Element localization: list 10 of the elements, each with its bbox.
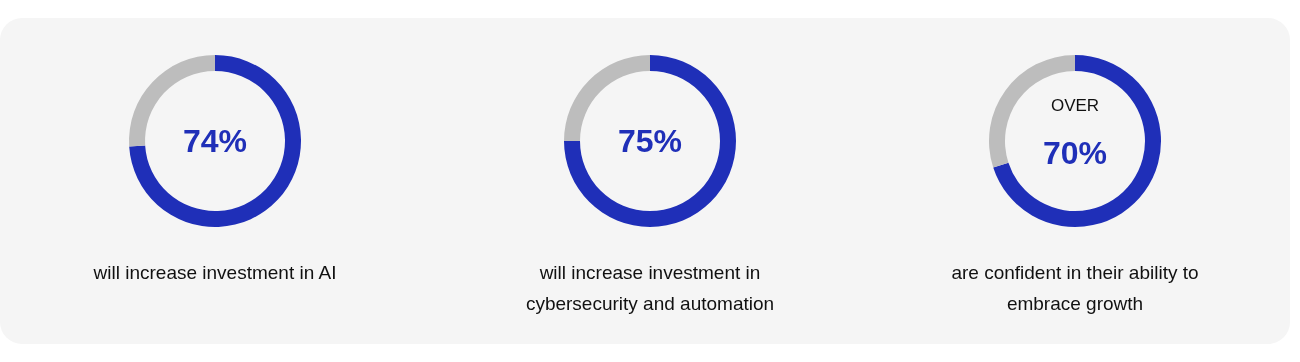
text: will increase investment in cybersecurity and automation <box>524 261 776 316</box>
donut-slice <box>564 55 736 227</box>
donut-slice <box>129 55 301 227</box>
text: OVER <box>1050 96 1100 115</box>
data-label: 70% <box>1042 135 1108 172</box>
donut-slice <box>993 55 1161 227</box>
text: will increase investment in AI <box>92 261 338 285</box>
data-label: 75% <box>617 123 683 160</box>
data-label: 74% <box>182 123 248 160</box>
text: are confident in their ability to embrace growth <box>950 261 1200 316</box>
